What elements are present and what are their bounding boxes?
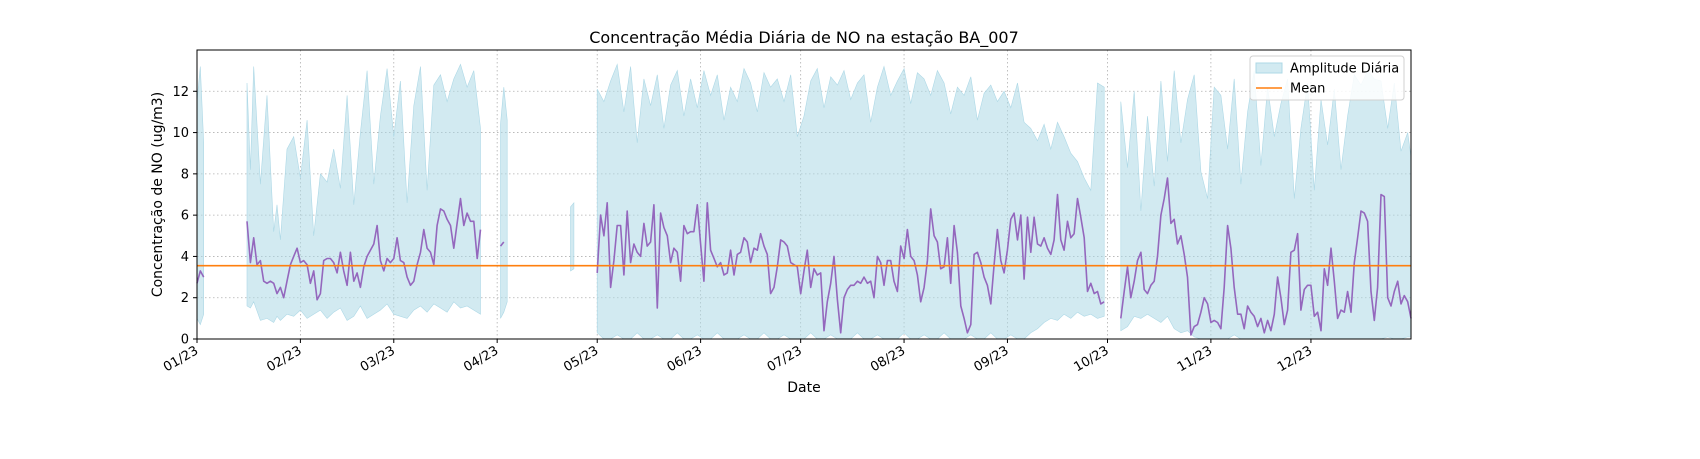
x-tick-label: 11/23: [1175, 343, 1215, 375]
x-tick-label: 10/23: [1072, 343, 1112, 375]
line-layer: [196, 177, 1412, 336]
x-tick-label: 05/23: [561, 343, 601, 375]
daily-mean-line: [196, 270, 205, 284]
y-tick-label: 8: [181, 167, 189, 182]
plot-frame: [196, 49, 1412, 340]
y-tick-label: 4: [181, 250, 189, 265]
daily-mean-line: [246, 197, 482, 301]
x-tick-label: 02/23: [264, 343, 304, 375]
amplitude-band: [500, 87, 508, 319]
x-tick-label: 12/23: [1275, 343, 1315, 375]
legend-label: Mean: [1290, 82, 1325, 97]
x-axis: 01/23 02/23 03/23 04/23 05/23 06/23 07/23 08/23…: [161, 339, 1315, 375]
legend-label: Amplitude Diária: [1290, 62, 1399, 77]
legend-swatch-band: [1255, 62, 1283, 74]
amplitude-band: [196, 66, 204, 326]
daily-mean-line: [1120, 177, 1412, 336]
daily-mean-line: [499, 241, 505, 247]
x-axis-label: Date: [787, 380, 820, 396]
amplitude-band: [596, 63, 1105, 340]
y-axis-label: Concentração de NO (ug/m3): [150, 92, 166, 297]
y-tick-label: 6: [181, 209, 189, 224]
band-layer: [196, 63, 1412, 340]
x-tick-label: 09/23: [971, 343, 1011, 375]
daily-mean-line: [596, 193, 1105, 334]
x-tick-label: 04/23: [461, 343, 501, 375]
x-tick-label: 01/23: [161, 343, 201, 375]
x-tick-label: 06/23: [665, 343, 705, 375]
amplitude-band: [1120, 70, 1412, 340]
x-tick-label: 07/23: [765, 343, 805, 375]
y-tick-label: 10: [172, 126, 189, 141]
legend: Amplitude Diária Mean: [1249, 55, 1405, 101]
amplitude-band: [246, 63, 481, 323]
legend-box: [1249, 55, 1405, 101]
y-tick-label: 0: [181, 333, 189, 348]
chart-title: Concentração Média Diária de NO na estaç…: [589, 28, 1019, 48]
amplitude-band: [570, 201, 575, 272]
y-axis: 0 2 4 6 8 10 12: [172, 85, 197, 348]
x-tick-label: 08/23: [868, 343, 908, 375]
x-tick-label: 03/23: [358, 343, 398, 375]
y-tick-label: 12: [172, 85, 189, 100]
y-tick-label: 2: [181, 291, 189, 306]
